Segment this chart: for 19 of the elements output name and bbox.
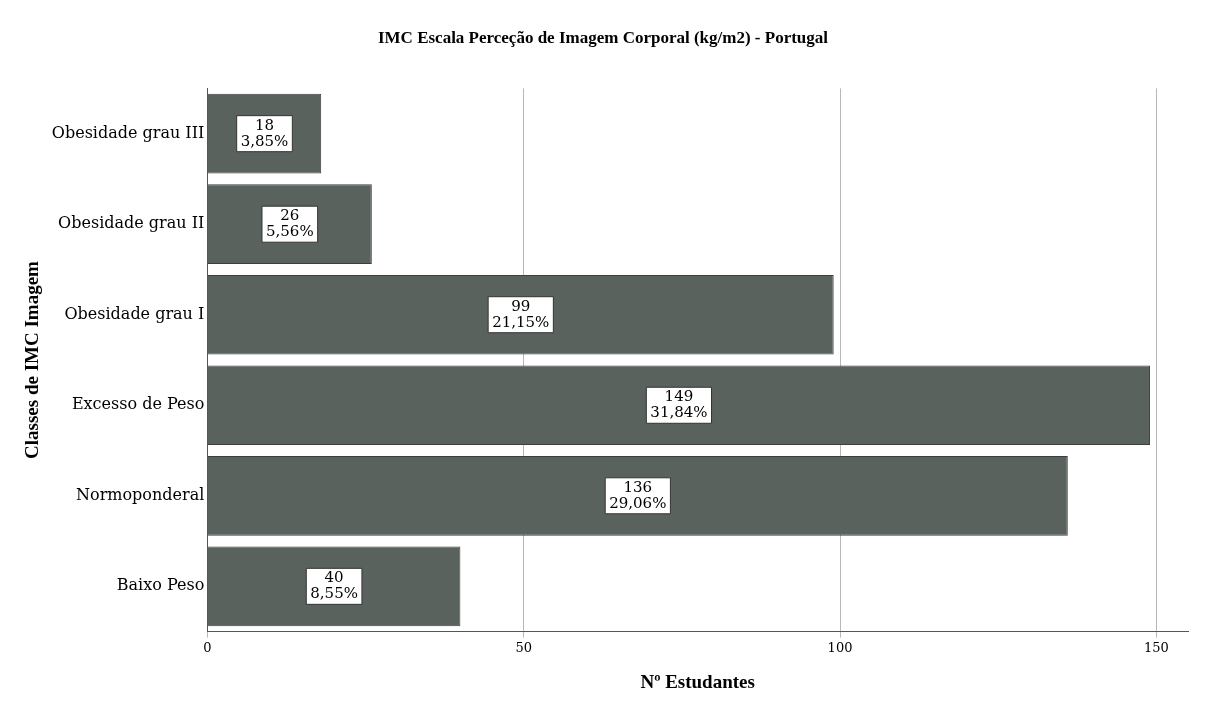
y-tick-label: Obesidade grau III — [51, 122, 205, 142]
y-tick-label: Normoponderal — [76, 484, 205, 504]
x-axis-title: Nº Estudantes — [640, 670, 755, 692]
chart-title: IMC Escala Perceção de Imagem Corporal (kg/m2) - Portugal — [377, 27, 829, 47]
x-tick-label: 0 — [203, 639, 212, 655]
data-label: 99 21,15% — [492, 296, 550, 331]
y-tick-label: Obesidade grau I — [64, 303, 205, 323]
data-label: 18 3,85% — [240, 115, 289, 150]
y-tick-label: Excesso de Peso — [71, 394, 205, 414]
data-label: 149 31,84% — [650, 387, 708, 422]
y-tick-label: Baixo Peso — [116, 575, 205, 595]
data-label: 40 8,55% — [310, 568, 358, 603]
x-tick-label: 100 — [827, 639, 853, 655]
y-tick-label: Obesidade grau II — [58, 213, 205, 233]
x-tick-label: 150 — [1143, 639, 1169, 655]
x-tick-label: 50 — [515, 639, 532, 655]
data-label: 136 29,06% — [609, 477, 667, 512]
y-axis-title: Classes de IMC Imagem — [21, 260, 43, 459]
data-label: 26 5,56% — [265, 206, 314, 241]
